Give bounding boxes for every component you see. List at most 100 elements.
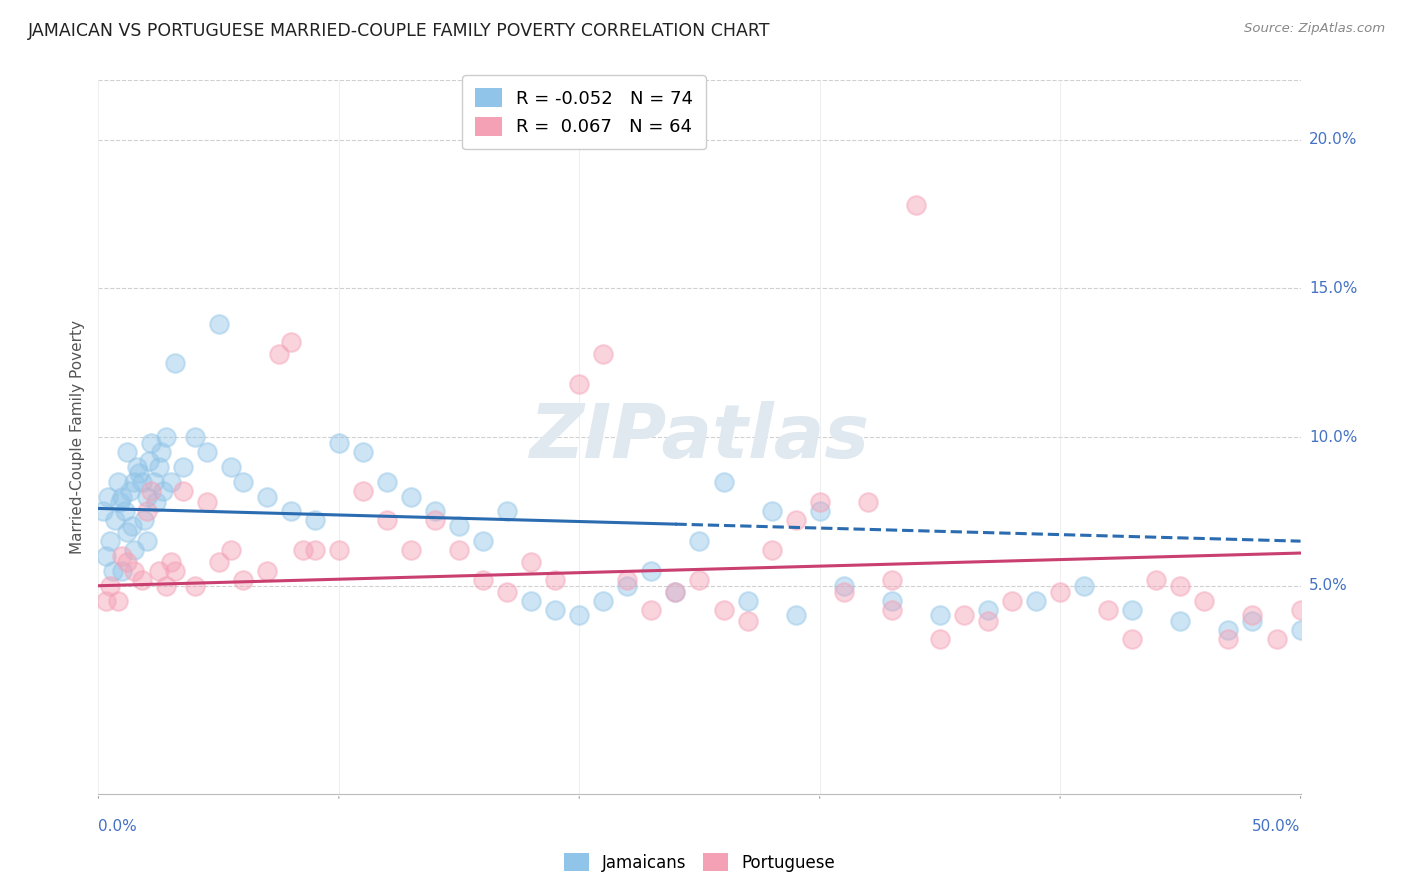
Text: 20.0%: 20.0% <box>1309 132 1357 147</box>
Point <box>117 445 139 459</box>
Point <box>328 436 350 450</box>
Point <box>856 495 879 509</box>
Point <box>280 334 302 349</box>
Point <box>328 543 350 558</box>
Point <box>142 475 165 489</box>
Text: ZIPatlas: ZIPatlas <box>530 401 869 474</box>
Point <box>1170 579 1192 593</box>
Point <box>880 573 903 587</box>
Point <box>399 490 422 504</box>
Point <box>1289 602 1312 616</box>
Point <box>94 593 117 607</box>
Point <box>183 579 205 593</box>
Point <box>124 543 146 558</box>
Point <box>135 534 157 549</box>
Legend: Jamaicans, Portuguese: Jamaicans, Portuguese <box>557 847 842 879</box>
Point <box>159 475 181 489</box>
Point <box>737 593 759 607</box>
Point <box>195 445 218 459</box>
Point <box>124 564 146 578</box>
Point <box>1194 593 1216 607</box>
Point <box>256 564 278 578</box>
Point <box>953 608 976 623</box>
Point <box>125 459 148 474</box>
Point <box>1144 573 1167 587</box>
Point <box>121 519 143 533</box>
Point <box>785 513 807 527</box>
Point <box>375 513 398 527</box>
Point <box>101 564 124 578</box>
Point <box>114 504 136 518</box>
Point <box>111 490 134 504</box>
Point <box>785 608 807 623</box>
Point <box>375 475 398 489</box>
Point <box>138 454 160 468</box>
Point <box>568 376 591 391</box>
Point <box>152 483 174 498</box>
Point <box>1025 593 1047 607</box>
Point <box>713 475 735 489</box>
Point <box>904 198 927 212</box>
Point <box>108 495 131 509</box>
Point <box>496 584 519 599</box>
Point <box>172 459 194 474</box>
Point <box>149 445 172 459</box>
Point <box>737 615 759 629</box>
Text: 0.0%: 0.0% <box>98 819 138 834</box>
Point <box>132 513 155 527</box>
Point <box>544 602 567 616</box>
Point <box>832 579 855 593</box>
Point <box>1218 624 1240 638</box>
Point <box>496 504 519 518</box>
Point <box>761 543 783 558</box>
Point <box>219 543 242 558</box>
Point <box>616 573 638 587</box>
Point <box>135 490 157 504</box>
Point <box>472 534 495 549</box>
Point <box>141 483 163 498</box>
Point <box>304 543 326 558</box>
Text: 50.0%: 50.0% <box>1253 819 1301 834</box>
Point <box>111 549 134 563</box>
Point <box>100 534 122 549</box>
Point <box>208 555 231 569</box>
Point <box>1121 602 1143 616</box>
Point <box>131 573 153 587</box>
Point <box>183 430 205 444</box>
Point <box>172 483 194 498</box>
Point <box>688 534 710 549</box>
Point <box>135 504 157 518</box>
Point <box>232 573 254 587</box>
Point <box>100 579 122 593</box>
Point <box>808 504 831 518</box>
Point <box>256 490 278 504</box>
Point <box>977 602 1000 616</box>
Point <box>352 483 374 498</box>
Point <box>1289 624 1312 638</box>
Point <box>267 347 290 361</box>
Point <box>165 356 187 370</box>
Point <box>592 347 614 361</box>
Text: JAMAICAN VS PORTUGUESE MARRIED-COUPLE FAMILY POVERTY CORRELATION CHART: JAMAICAN VS PORTUGUESE MARRIED-COUPLE FA… <box>28 22 770 40</box>
Point <box>1241 608 1264 623</box>
Point <box>1265 632 1288 647</box>
Point <box>155 579 177 593</box>
Point <box>155 430 177 444</box>
Text: 10.0%: 10.0% <box>1309 430 1357 444</box>
Text: 15.0%: 15.0% <box>1309 281 1357 296</box>
Point <box>664 584 686 599</box>
Point <box>107 593 129 607</box>
Point <box>111 564 134 578</box>
Point <box>165 564 187 578</box>
Point <box>104 513 127 527</box>
Point <box>544 573 567 587</box>
Point <box>159 555 181 569</box>
Point <box>117 555 139 569</box>
Point <box>761 504 783 518</box>
Point <box>447 543 470 558</box>
Point <box>472 573 495 587</box>
Point <box>107 475 129 489</box>
Point <box>1170 615 1192 629</box>
Point <box>91 504 114 518</box>
Point <box>640 602 662 616</box>
